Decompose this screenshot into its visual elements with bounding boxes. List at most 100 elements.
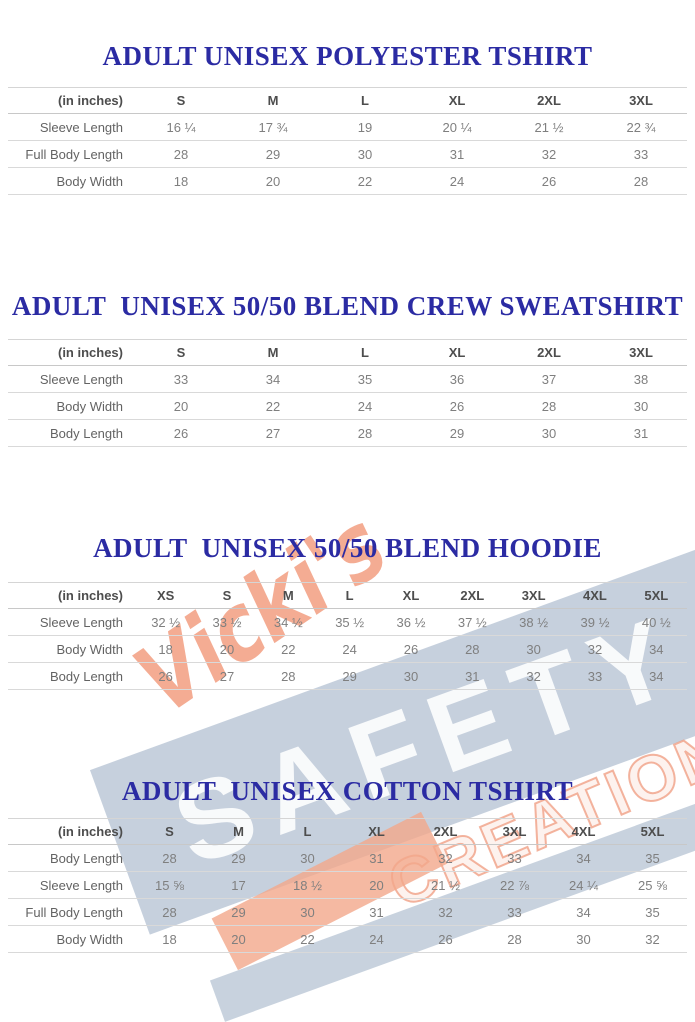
size-value-cell: 22 ¾: [595, 113, 687, 141]
measurement-label-cell: Body Width: [8, 635, 135, 663]
size-value-cell: 21 ½: [411, 871, 480, 899]
section-hoodie: ADULT UNISEX 50/50 BLEND HOODIE (in inch…: [0, 534, 695, 690]
size-header-cell: 3XL: [595, 87, 687, 114]
size-value-cell: 26: [411, 925, 480, 953]
size-value-cell: 31: [411, 140, 503, 168]
size-header-cell: 2XL: [411, 818, 480, 845]
size-value-cell: 29: [411, 419, 503, 447]
measurement-label-cell: Sleeve Length: [8, 113, 135, 141]
size-value-cell: 24: [318, 635, 381, 663]
units-header-cell: (in inches): [8, 87, 135, 114]
size-value-cell: 24: [342, 925, 411, 953]
size-value-cell: 18: [135, 635, 197, 663]
size-value-cell: 39 ½: [564, 608, 626, 636]
section-polyester-tshirt: ADULT UNISEX POLYESTER TSHIRT (in inches…: [0, 0, 695, 195]
size-value-cell: 26: [411, 392, 503, 420]
section-cotton-tshirt: ADULT UNISEX COTTON TSHIRT (in inches) S M…: [0, 777, 695, 953]
measurement-label-cell: Body Length: [8, 662, 135, 690]
size-value-cell: 34: [227, 365, 319, 393]
size-header-row: (in inches) S M L XL 2XL 3XL 4XL 5XL: [8, 818, 687, 845]
size-header-cell: L: [273, 818, 342, 845]
size-value-cell: 17 ¾: [227, 113, 319, 141]
measurement-row: Sleeve Length 32 ½ 33 ½ 34 ½ 35 ½ 36 ½ 37 ½ 38 …: [8, 608, 687, 636]
size-value-cell: 26: [135, 662, 197, 690]
cotton-tshirt-size-table: (in inches) S M L XL 2XL 3XL 4XL 5XL Body Length 2…: [8, 818, 687, 953]
size-header-cell: S: [135, 87, 227, 114]
size-value-cell: 24 ¼: [549, 871, 618, 899]
size-value-cell: 34: [625, 635, 687, 663]
hoodie-size-table: (in inches) XS S M L XL 2XL 3XL 4XL 5XL Sleeve Len…: [8, 582, 687, 690]
size-value-cell: 18: [135, 925, 204, 953]
size-value-cell: 22: [257, 635, 319, 663]
size-header-row: (in inches) S M L XL 2XL 3XL: [8, 339, 687, 366]
size-value-cell: 27: [227, 419, 319, 447]
size-value-cell: 33: [595, 140, 687, 168]
size-value-cell: 24: [319, 392, 411, 420]
measurement-label-cell: Body Length: [8, 844, 135, 872]
size-header-cell: L: [318, 582, 381, 609]
size-value-cell: 33 ½: [196, 608, 258, 636]
size-value-cell: 19: [319, 113, 411, 141]
measurement-row: Body Length 28 29 30 31 32 33 34 35: [8, 844, 687, 872]
size-value-cell: 17: [204, 871, 273, 899]
size-value-cell: 33: [480, 898, 549, 926]
size-value-cell: 16 ¼: [135, 113, 227, 141]
size-header-cell: 4XL: [549, 818, 618, 845]
size-value-cell: 33: [135, 365, 227, 393]
size-value-cell: 28: [319, 419, 411, 447]
size-value-cell: 15 ⅝: [135, 871, 204, 899]
size-header-row: (in inches) S M L XL 2XL 3XL: [8, 87, 687, 114]
measurement-label-cell: Body Width: [8, 392, 135, 420]
size-value-cell: 28: [135, 898, 204, 926]
size-value-cell: 30: [273, 898, 342, 926]
measurement-row: Sleeve Length 16 ¼ 17 ¾ 19 20 ¼ 21 ½ 22 ¾: [8, 113, 687, 141]
size-value-cell: 32: [502, 662, 565, 690]
size-header-cell: M: [227, 339, 319, 366]
size-header-cell: XL: [411, 339, 503, 366]
measurement-row: Body Width 18 20 22 24 26 28 30 32 34: [8, 635, 687, 663]
measurement-label-cell: Full Body Length: [8, 898, 135, 926]
measurement-label-cell: Sleeve Length: [8, 608, 135, 636]
size-value-cell: 20: [204, 925, 273, 953]
size-value-cell: 35: [618, 844, 687, 872]
size-header-cell: S: [135, 339, 227, 366]
measurement-row: Body Width 18 20 22 24 26 28 30 32: [8, 925, 687, 953]
size-header-cell: XL: [411, 87, 503, 114]
size-value-cell: 34: [625, 662, 687, 690]
size-value-cell: 37: [503, 365, 595, 393]
size-value-cell: 31: [342, 898, 411, 926]
size-value-cell: 20: [227, 167, 319, 195]
size-value-cell: 32 ½: [135, 608, 197, 636]
size-header-cell: XL: [342, 818, 411, 845]
size-value-cell: 26: [135, 419, 227, 447]
hoodie-title: ADULT UNISEX 50/50 BLEND HOODIE: [93, 533, 602, 563]
size-value-cell: 29: [204, 898, 273, 926]
size-header-cell: 2XL: [503, 87, 595, 114]
size-header-cell: S: [196, 582, 258, 609]
size-header-cell: 4XL: [564, 582, 626, 609]
measurement-row: Body Length 26 27 28 29 30 31: [8, 419, 687, 447]
size-value-cell: 36: [411, 365, 503, 393]
size-value-cell: 28: [595, 167, 687, 195]
size-header-cell: L: [319, 87, 411, 114]
size-value-cell: 34: [549, 844, 618, 872]
size-value-cell: 33: [480, 844, 549, 872]
size-value-cell: 28: [441, 635, 503, 663]
size-value-cell: 35: [319, 365, 411, 393]
size-value-cell: 38: [595, 365, 687, 393]
measurement-row: Body Width 18 20 22 24 26 28: [8, 167, 687, 195]
measurement-row: Body Width 20 22 24 26 28 30: [8, 392, 687, 420]
size-header-cell: 3XL: [502, 582, 565, 609]
size-value-cell: 30: [380, 662, 442, 690]
size-header-cell: L: [319, 339, 411, 366]
crew-sweatshirt-title: ADULT UNISEX 50/50 BLEND CREW SWEATSHIRT: [11, 291, 684, 321]
measurement-label-cell: Full Body Length: [8, 140, 135, 168]
size-header-cell: 5XL: [625, 582, 687, 609]
size-value-cell: 20: [135, 392, 227, 420]
size-header-cell: 2XL: [441, 582, 503, 609]
size-value-cell: 31: [342, 844, 411, 872]
size-value-cell: 35 ½: [318, 608, 381, 636]
size-header-cell: S: [135, 818, 204, 845]
measurement-row: Body Length 26 27 28 29 30 31 32 33 34: [8, 662, 687, 690]
